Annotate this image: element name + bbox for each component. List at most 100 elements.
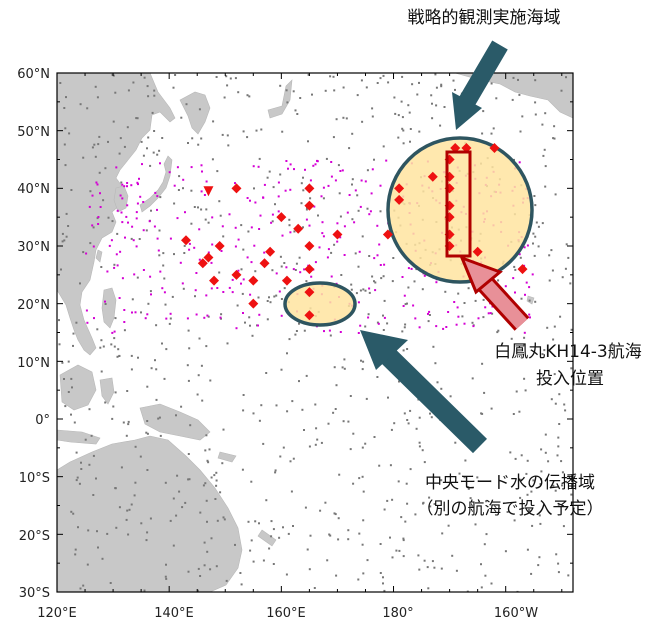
axis-ticks <box>56 72 573 593</box>
float-dot-gray <box>131 298 134 301</box>
float-dot-magenta <box>206 314 209 317</box>
float-dot-gray <box>79 587 82 590</box>
float-dot-gray <box>368 255 371 257</box>
float-dot-magenta <box>339 236 342 239</box>
float-dot-gray <box>87 529 90 532</box>
float-dot-gray <box>92 494 95 496</box>
float-dot-gray <box>360 359 362 362</box>
float-dot-gray <box>268 547 271 550</box>
float-dot-magenta <box>512 277 515 280</box>
float-dot-gray <box>335 384 338 387</box>
float-dot-gray <box>440 83 443 86</box>
float-dot-gray <box>292 457 295 460</box>
float-dot-gray <box>554 402 557 405</box>
float-dot-magenta <box>234 226 237 229</box>
float-dot-gray <box>397 480 400 483</box>
float-dot-magenta <box>353 221 356 224</box>
float-dot-magenta <box>184 211 186 214</box>
float-dot-gray <box>379 572 382 574</box>
float-dot-gray <box>482 298 485 301</box>
float-dot-gray <box>294 269 297 271</box>
float-dot-gray <box>327 422 330 425</box>
deployment-diamond <box>517 264 528 275</box>
deployment-diamond <box>231 183 242 194</box>
float-dot-gray <box>402 142 405 145</box>
float-dot-gray <box>557 571 560 574</box>
float-dot-gray <box>337 164 340 167</box>
float-dot-gray <box>393 96 396 99</box>
float-dot-gray <box>229 77 232 80</box>
float-dot-gray <box>415 427 418 430</box>
float-dot-magenta <box>277 195 280 198</box>
float-dot-gray <box>431 560 434 563</box>
lat-label: 10°N <box>17 356 50 371</box>
float-dot-gray <box>159 434 162 437</box>
float-dot-gray <box>449 395 452 398</box>
float-dot-gray <box>221 133 224 136</box>
float-dot-gray <box>145 539 148 542</box>
float-dot-gray <box>313 587 316 589</box>
float-dot-gray <box>373 436 376 438</box>
lat-label: 30°N <box>17 240 50 255</box>
float-dot-gray <box>429 412 431 415</box>
float-dot-magenta <box>289 163 292 166</box>
float-dot-magenta <box>369 210 372 213</box>
float-dot-magenta <box>234 182 236 185</box>
float-dot-magenta <box>401 276 404 278</box>
float-dot-gray <box>200 364 203 367</box>
float-dot-gray <box>95 477 97 480</box>
float-dot-gray <box>274 203 276 206</box>
float-dot-gray <box>307 73 310 76</box>
float-dot-gray <box>222 516 225 519</box>
float-dot-magenta <box>93 317 95 320</box>
float-dot-gray <box>106 532 109 535</box>
float-dot-gray <box>427 587 430 590</box>
float-dot-magenta <box>271 213 274 216</box>
float-dot-magenta <box>121 221 124 224</box>
float-dot-gray <box>164 303 167 306</box>
float-dot-magenta <box>277 181 280 184</box>
float-dot-gray <box>187 570 190 573</box>
float-dot-magenta <box>113 266 116 269</box>
float-dot-gray <box>544 185 547 188</box>
float-dot-gray <box>337 538 340 541</box>
float-dot-magenta <box>210 261 213 264</box>
float-dot-magenta <box>321 221 324 224</box>
float-dot-gray <box>158 416 161 419</box>
float-dot-magenta <box>198 228 201 231</box>
float-dot-gray <box>305 280 308 283</box>
float-dot-gray <box>219 491 222 494</box>
float-dot-gray <box>379 77 382 80</box>
float-dot-gray <box>187 329 190 332</box>
float-dot-magenta <box>531 273 534 276</box>
float-dot-gray <box>156 153 159 156</box>
float-dot-magenta <box>137 183 139 186</box>
float-dot-magenta <box>477 317 480 320</box>
float-dot-gray <box>136 117 139 120</box>
float-dot-magenta <box>118 297 121 299</box>
float-dot-gray <box>138 238 141 240</box>
float-dot-gray <box>316 438 319 441</box>
float-dot-gray <box>514 268 517 271</box>
float-dot-gray <box>155 324 158 327</box>
float-dot-gray <box>533 195 536 197</box>
float-dot-gray <box>205 208 208 211</box>
float-dot-gray <box>552 338 555 341</box>
float-dot-magenta <box>198 258 201 261</box>
float-dot-gray <box>295 262 298 265</box>
float-dot-gray <box>371 115 374 118</box>
float-dot-gray <box>82 156 85 159</box>
float-dot-gray <box>432 345 435 348</box>
float-dot-gray <box>280 368 283 371</box>
float-dot-gray <box>189 424 192 427</box>
float-dot-gray <box>351 132 354 135</box>
float-dot-gray <box>255 129 258 132</box>
float-dot-gray <box>367 313 370 316</box>
float-dot-gray <box>61 361 64 364</box>
float-dot-gray <box>351 218 354 221</box>
float-dot-gray <box>523 377 526 380</box>
float-dot-magenta <box>357 301 360 304</box>
float-dot-magenta <box>86 321 89 324</box>
float-dot-gray <box>382 582 384 585</box>
float-dot-magenta <box>97 216 100 218</box>
